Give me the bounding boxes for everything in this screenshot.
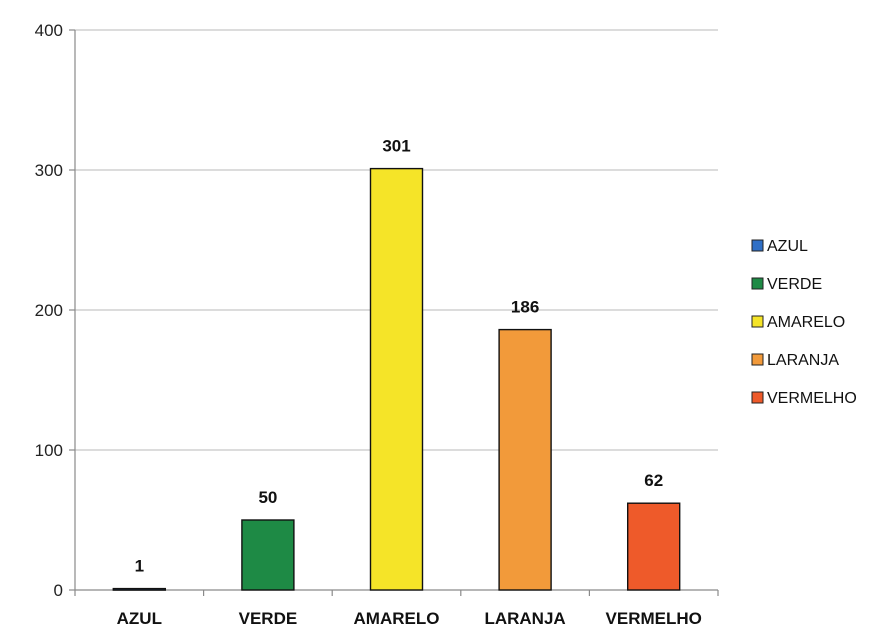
- x-tick-label: VERMELHO: [606, 609, 702, 628]
- legend-label-amarelo: AMARELO: [767, 314, 845, 331]
- legend-label-vermelho: VERMELHO: [767, 390, 857, 407]
- x-tick-label: VERDE: [239, 609, 298, 628]
- legend-swatch-laranja: [751, 353, 764, 366]
- y-tick-label: 400: [35, 21, 63, 40]
- x-tick-label: AMARELO: [354, 609, 440, 628]
- legend-label-verde: VERDE: [767, 276, 822, 293]
- data-label-azul: 1: [135, 557, 144, 576]
- bar-amarelo: [369, 167, 424, 591]
- y-tick-label: 300: [35, 161, 63, 180]
- y-tick-labels: 0 100 200 300 400: [35, 21, 75, 600]
- data-label-laranja: 186: [511, 298, 539, 317]
- x-tick-label: AZUL: [117, 609, 162, 628]
- bar-verde: [241, 519, 295, 591]
- legend-label-laranja: LARANJA: [767, 352, 839, 369]
- data-labels: 1 50 301 186 62: [135, 137, 664, 576]
- legend-label-azul: AZUL: [767, 238, 808, 255]
- y-tick-label: 100: [35, 441, 63, 460]
- legend: AZUL VERDE AMARELO LARANJA VERMELHO: [751, 238, 857, 407]
- bars: [112, 167, 681, 591]
- data-label-vermelho: 62: [644, 471, 663, 490]
- bar-vermelho: [627, 502, 681, 591]
- data-label-amarelo: 301: [382, 137, 410, 156]
- y-tick-label: 0: [54, 581, 63, 600]
- x-tick-labels: AZUL VERDE AMARELO LARANJA VERMELHO: [74, 590, 719, 628]
- legend-swatch-verde: [751, 277, 764, 290]
- legend-swatch-vermelho: [751, 391, 764, 404]
- x-tick-label: LARANJA: [484, 609, 565, 628]
- legend-swatch-amarelo: [751, 315, 764, 328]
- legend-swatch-azul: [751, 239, 764, 252]
- bar-laranja: [498, 328, 552, 591]
- data-label-verde: 50: [258, 488, 277, 507]
- y-tick-label: 200: [35, 301, 63, 320]
- bar-azul: [112, 587, 167, 591]
